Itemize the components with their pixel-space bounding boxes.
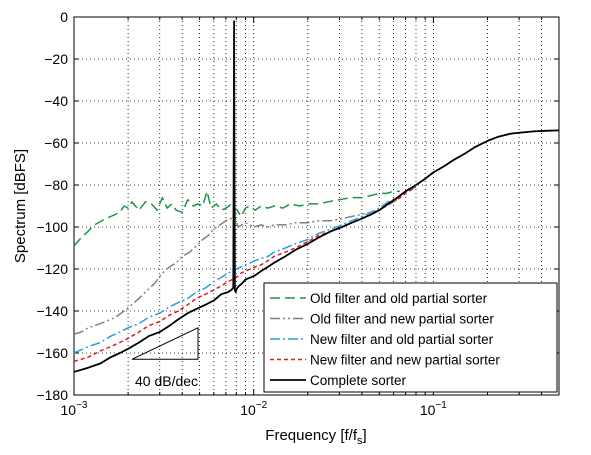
y-tick-label: −40	[44, 93, 68, 109]
y-tick-label: −20	[44, 51, 68, 67]
legend-box	[263, 282, 558, 393]
x-tick-label: 10−1	[420, 400, 447, 418]
legend-label: New filter and old partial sorter	[310, 332, 494, 347]
plot-area-frame	[73, 16, 560, 396]
legend-label: Old filter and old partial sorter	[310, 291, 488, 306]
series-complete-sorter	[74, 20, 559, 373]
legend-label: New filter and new partial sorter	[310, 353, 500, 368]
series-layer	[74, 20, 559, 373]
y-tick-label: −100	[36, 219, 68, 235]
series-old-filter-new-sorter	[74, 192, 407, 335]
y-tick-label: −160	[36, 345, 68, 361]
slope-label: 40 dB/dec	[135, 373, 198, 389]
slope-triangle	[131, 327, 199, 360]
y-tick-label: 0	[60, 9, 68, 25]
x-axis-title: Frequency [f/fs]	[265, 427, 366, 447]
y-axis-title: Spectrum [dBFS]	[12, 149, 29, 263]
legend-label: Complete sorter	[310, 373, 407, 388]
x-tick-label: 10−3	[61, 400, 88, 418]
y-tick-label: −120	[36, 261, 68, 277]
x-tick-label: 10−2	[240, 400, 267, 418]
y-tick-label: −140	[36, 303, 68, 319]
y-tick-label: −60	[44, 135, 68, 151]
series-new-filter-old-sorter	[74, 186, 417, 354]
x-axis-title-subscript: s	[357, 435, 363, 447]
series-old-filter-old-sorter	[74, 190, 400, 247]
legend-label: Old filter and new partial sorter	[310, 312, 494, 327]
y-tick-label: −80	[44, 177, 68, 193]
slope-annotation: 40 dB/dec	[131, 327, 199, 389]
legend: Old filter and old partial sorter Old fil…	[263, 282, 558, 393]
y-tick-label: −180	[36, 387, 68, 403]
